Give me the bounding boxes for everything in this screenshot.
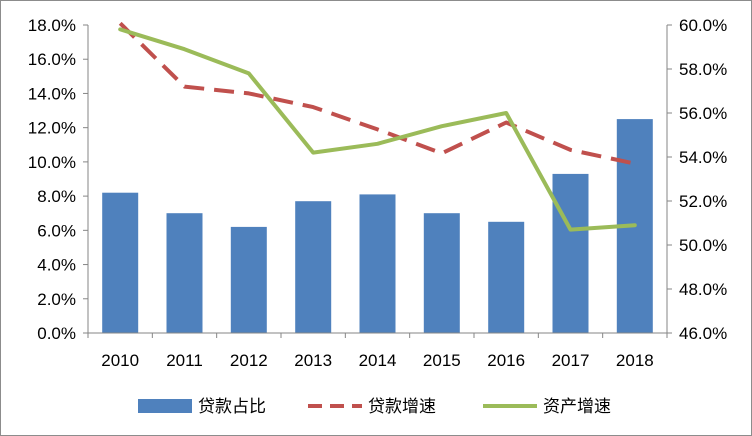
legend-label: 资产增速 [543,397,611,416]
legend-item-贷款占比: 贷款占比 [138,397,266,416]
bar-2014 [359,194,396,333]
legend-item-贷款增速: 贷款增速 [308,397,436,416]
bar-2017 [552,173,589,333]
left-tick-label: 8.0% [37,187,76,206]
x-tick-label: 2011 [166,351,203,370]
x-tick-label: 2013 [294,351,332,370]
left-tick-label: 4.0% [37,256,76,275]
right-tick-label: 58.0% [679,60,727,79]
right-tick-label: 54.0% [679,148,727,167]
right-tick-label: 50.0% [679,236,727,255]
x-tick-label: 2010 [101,351,139,370]
left-tick-label: 12.0% [28,119,76,138]
left-tick-label: 10.0% [28,153,76,172]
bar-2011 [166,213,203,333]
legend: 贷款占比 贷款增速 资产增速 [138,397,611,416]
x-tick-label: 2014 [359,351,397,370]
left-tick-label: 2.0% [37,290,76,309]
line-series-贷款增速 [118,21,636,166]
right-tick-label: 46.0% [679,324,727,343]
line-series-资产增速 [118,27,637,232]
x-tick-label: 2017 [552,351,590,370]
axes-layer [83,24,672,338]
x-tick-label: 2018 [616,351,654,370]
bar-2010 [102,192,139,333]
right-tick-label: 60.0% [679,16,727,35]
left-tick-label: 0.0% [37,324,76,343]
legend-item-资产增速: 资产增速 [483,397,611,416]
x-tick-label: 2016 [487,351,525,370]
bar-2015 [423,213,460,333]
bar-2013 [295,201,332,333]
tick-labels-layer: 0.0% 2.0% 4.0% 6.0% 8.0% 10.0% 12.0% 14.0% 16.0%… [28,16,727,370]
legend-swatch-bar [138,399,192,413]
bar-2016 [488,221,525,333]
left-tick-label: 16.0% [28,50,76,69]
left-tick-label: 14.0% [28,84,76,103]
x-tick-label: 2012 [230,351,268,370]
left-tick-label: 6.0% [37,221,76,240]
x-tick-label: 2015 [423,351,461,370]
right-tick-label: 56.0% [679,104,727,123]
lines-layer [118,21,637,232]
left-tick-label: 18.0% [28,16,76,35]
right-tick-label: 52.0% [679,192,727,211]
legend-label: 贷款占比 [198,397,266,416]
bar-2012 [230,226,267,333]
legend-label: 贷款增速 [368,397,436,416]
right-tick-label: 48.0% [679,280,727,299]
